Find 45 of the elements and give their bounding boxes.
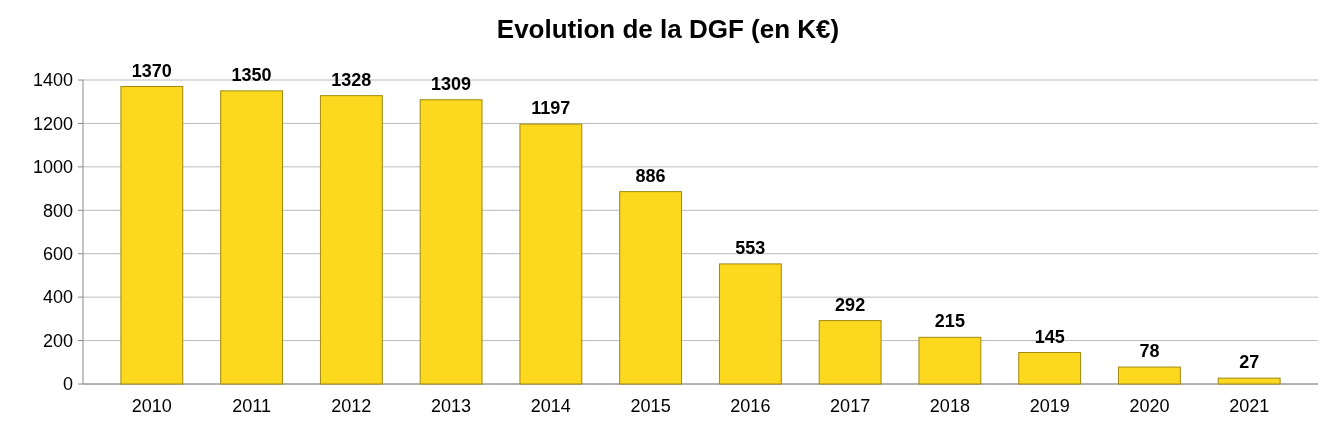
x-tick-label: 2014 — [530, 396, 571, 416]
x-tick-label: 2010 — [131, 396, 172, 416]
y-tick-label: 600 — [42, 244, 73, 265]
bar — [718, 263, 782, 385]
bar — [519, 123, 583, 385]
y-tick-label: 200 — [42, 330, 73, 351]
data-label: 292 — [835, 294, 866, 315]
bar — [918, 336, 982, 385]
data-label: 1309 — [431, 73, 472, 94]
bar — [220, 90, 284, 385]
data-label: 215 — [934, 311, 965, 332]
x-tick-label: 2016 — [730, 396, 771, 416]
bar — [319, 95, 383, 385]
y-tick-label: 800 — [42, 200, 73, 221]
x-tick-label: 2020 — [1129, 396, 1170, 416]
data-label: 78 — [1139, 341, 1160, 362]
x-tick-label: 2013 — [431, 396, 472, 416]
y-tick-label: 0 — [62, 374, 73, 395]
y-tick-label: 400 — [42, 287, 73, 308]
bar — [419, 99, 483, 385]
data-label: 553 — [735, 237, 766, 258]
x-tick-label: 2015 — [630, 396, 671, 416]
y-tick-label: 1000 — [32, 157, 73, 178]
x-tick-label: 2018 — [929, 396, 970, 416]
bar — [1018, 352, 1082, 385]
data-label: 1197 — [531, 98, 571, 119]
x-tick-label: 2019 — [1029, 396, 1070, 416]
data-label: 1370 — [131, 60, 172, 81]
chart-title: Evolution de la DGF (en K€) — [496, 14, 840, 44]
data-label: 886 — [635, 165, 666, 186]
bar — [818, 320, 882, 385]
bar — [120, 86, 184, 385]
bar — [1217, 377, 1281, 385]
data-label: 1328 — [331, 69, 372, 90]
y-tick-label: 1400 — [32, 70, 73, 91]
x-tick-label: 2021 — [1229, 396, 1270, 416]
x-tick-label: 2011 — [232, 396, 271, 416]
data-label: 27 — [1239, 352, 1260, 373]
bar — [619, 191, 683, 385]
data-label: 1350 — [231, 64, 272, 85]
data-label: 145 — [1034, 326, 1065, 347]
x-tick-label: 2012 — [331, 396, 372, 416]
y-tick-label: 1200 — [32, 113, 73, 134]
bar — [1117, 366, 1181, 385]
x-tick-label: 2017 — [830, 396, 871, 416]
